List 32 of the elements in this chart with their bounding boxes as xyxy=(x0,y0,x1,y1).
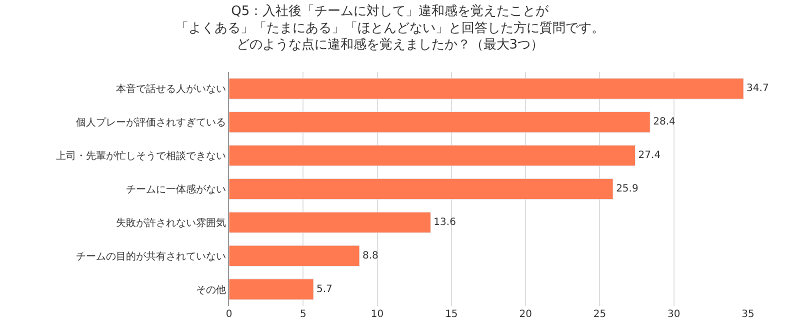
y-tick-label: その他 xyxy=(196,284,226,296)
bar xyxy=(229,212,431,234)
y-tick-label: チームの目的が共有されていない xyxy=(76,250,226,262)
x-tick-label: 25 xyxy=(593,309,606,320)
text: どのような点に違和感を覚えましたか？（最大3つ） xyxy=(236,38,544,53)
y-tick-label: チームに一体感がない xyxy=(126,184,226,196)
x-tick-label: 30 xyxy=(667,309,680,320)
x-tick-label: 20 xyxy=(519,309,532,320)
y-tick-label: 個人プレーが評価されすぎている xyxy=(76,116,226,129)
bar xyxy=(229,112,650,133)
data-label: 25.9 xyxy=(616,184,638,194)
chart-title: Q5：入社後「チームに対して」違和感を覚えたことが xyxy=(231,2,550,19)
x-tick-label: 5 xyxy=(300,309,306,320)
x-tick-label: 10 xyxy=(370,309,384,320)
bar xyxy=(229,178,614,200)
y-tick-label: 上司・先輩が忙しそうで相談できない xyxy=(56,150,226,162)
y-tick-label: 本音で話せる人がいない xyxy=(116,83,226,96)
bar xyxy=(229,245,360,266)
data-label: 34.7 xyxy=(746,83,769,94)
data-label: 27.4 xyxy=(638,150,661,162)
x-tick-label: 35 xyxy=(742,309,754,320)
bar xyxy=(229,78,744,100)
chart-subtitle: 「よくある」「たまにある」「ほとんどない」と回答した方に質問です。 xyxy=(175,20,604,36)
data-label: 5.7 xyxy=(316,284,332,295)
bar xyxy=(229,144,636,166)
x-tick-label: 15 xyxy=(445,309,458,320)
data-label: 13.6 xyxy=(434,216,456,228)
data-label: 8.8 xyxy=(362,250,378,262)
y-tick-label: 失敗が許されない雰囲気 xyxy=(116,216,226,229)
data-label: 28.4 xyxy=(653,116,676,128)
x-tick-label: 0 xyxy=(226,309,232,320)
bar xyxy=(229,278,314,300)
